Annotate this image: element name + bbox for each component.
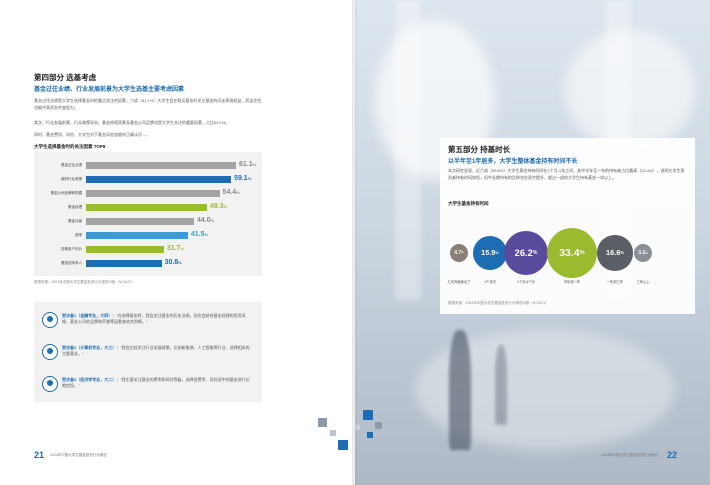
holding-period-card: 第五部分 持基时长 以半年至1年居多，大学生整体基金持有时间不长 本次研究发现，… [440,138,695,314]
background-blur [565,30,695,150]
bar-value-label: 41.5% [190,231,209,238]
paragraph-3: 同时，基金费用、风险、大学生对于基金风险态度的正确认识...。 [34,132,150,137]
bar [86,162,236,169]
factor-bar-chart: 基金过往业绩 61.1% 政府行业政策 59.1% 基金公司品牌和规模 54.4% 基金经理… [34,152,262,276]
holding-bubble: 26.2% [503,230,549,276]
quote-item: 受访者2（计算机专业，大三）：“我会比较关注行业发展前景，比如新能源、人工智能等… [42,342,256,364]
user-avatar-icon [42,312,58,328]
background-person [449,330,471,450]
chart-caption: 大学生选择基金时的关注因素 TOP8 [34,144,106,149]
bar-row: 基金经理 49.3% [34,202,262,212]
user-avatar-icon [42,344,58,360]
quote-text: “在选择基金时，我会关注基金的历史业绩，但也会结合基金经理的投资风格、基金公司的… [62,313,246,324]
holding-bubble: 4.7% [449,243,469,263]
quote-item: 受访者3（经济学专业，大二）：“我主要关注基金的费率和风险等级，选择低费率、风险… [42,374,256,396]
background-column [395,0,421,300]
bar-row: 基金的持有人 30.8% [34,258,262,268]
bar-category-label: 费率 [75,233,82,237]
paragraph: 本次研究发现，近六成（59.6%）大学生基金持有时间在1个月-1年之间，其中半年… [448,168,685,180]
decor-square [318,418,327,427]
decor-square [363,410,373,420]
bar [86,260,162,267]
bar [86,176,232,183]
bar [86,204,208,211]
quote-text: “我会比较关注行业发展前景，比如新能源、人工智能等行业，选择相关的主题基金。” [62,345,250,356]
page-gutter [352,0,358,485]
section-subtitle: 以半年至1年居多，大学生整体基金持有时间不长 [448,159,578,165]
bar-row: 基金公司品牌和规模 54.4% [34,188,262,198]
left-page: 第四部分 选基考虑 基金过往业绩、行业发展前景为大学生选基主要考虑因素 基金过往… [34,73,348,460]
quote-body: 受访者3（经济学专业，大二）：“我主要关注基金的费率和风险等级，选择低费率、风险… [62,377,252,389]
bar-value-label: 49.3% [210,203,228,210]
bar-value-label: 54.4% [222,189,240,196]
decor-square [330,430,336,436]
holding-bubble: 16.6% [597,235,633,271]
paragraph-1: 基金过往业绩是大学生选择基金时的重点关注的因素，六成（61.1%）大学生会在购买… [34,98,262,110]
bubble-category-label: 三年以上 [636,280,650,284]
bubble-category-label: 几天内就卖出了 [447,280,471,284]
holding-bubble: 33.4% [547,228,597,278]
chart-source: 数据来源：2024年中国大学生基金投资行为调查问卷（N=9421） [34,280,135,284]
bar-value-label: 59.1% [234,175,252,182]
bubble-category-label: 1个月内 [484,280,496,284]
bubble-category-label: 半年到一年 [563,280,581,284]
bubble-category-label: 1个月-6个月 [517,280,535,284]
bar-category-label: 基金的持有人 [61,261,82,265]
section-title: 第五部分 持基时长 [448,145,511,154]
quote-body: 受访者1（金融专业，大四）：“在选择基金时，我会关注基金的历史业绩，但也会结合基… [62,313,252,325]
bubble-category-label: 一年到三年 [606,280,624,284]
bar-category-label: 基金公司品牌和规模 [50,191,83,195]
bar-value-label: 44.0% [197,217,215,224]
chart-caption: 大学生基金持有时间 [448,201,489,206]
bar-category-label: 基金过往业绩 [61,163,82,167]
section-title: 第四部分 选基考虑 [34,73,97,82]
bar-value-label: 31.7% [166,245,184,252]
quote-body: 受访者2（计算机专业，大三）：“我会比较关注行业发展前景，比如新能源、人工智能等… [62,345,252,357]
bar-category-label: 政府行业政策 [61,177,82,181]
bar-value-label: 30.8% [164,259,182,266]
bar-row: 政府行业政策 59.1% [34,174,262,184]
interview-quotes: 受访者1（金融专业，大四）：“在选择基金时，我会关注基金的历史业绩，但也会结合基… [34,302,262,402]
bar-row: 费率 41.5% [34,230,262,240]
page-footer: 2024年中国大学生基金投资行为报告 [50,453,107,457]
page-number: 21 [34,450,45,460]
background-person [495,345,507,425]
bar-category-label: 持基用户评价 [61,247,82,251]
page-footer: 2024年中国大学生基金投资行为报告 [601,453,658,457]
bar [86,246,164,253]
quote-text: “我主要关注基金的费率和风险等级，选择低费率、风险适中的基金进行长期定投。” [62,377,250,388]
decor-square [338,440,348,450]
bar-value-label: 61.1% [239,161,257,168]
decor-square [375,422,382,429]
quote-speaker: 受访者1（金融专业，大四）： [62,313,117,318]
section-subtitle: 基金过往业绩、行业发展前景为大学生选基主要考虑因素 [34,87,185,93]
holding-bubble: 3.2% [634,244,652,262]
decor-square [355,425,360,430]
bar-row: 基金评级 44.0% [34,216,262,226]
quote-item: 受访者1（金融专业，大四）：“在选择基金时，我会关注基金的历史业绩，但也会结合基… [42,310,256,332]
paragraph-2: 其次，行业发展前景、行业政策导向、基金经理背景及基金公司品牌也是大学生关注的重要… [34,120,230,125]
right-page: 第五部分 持基时长 以半年至1年居多，大学生整体基金持有时间不长 本次研究发现，… [355,0,710,485]
decor-square [367,432,373,438]
bar-category-label: 基金评级 [68,219,82,223]
bar [86,232,188,239]
chart-source: 数据来源：2024年中国大学生基金投资行为调查问卷（N=9421） [448,301,549,305]
bar [86,190,220,197]
holding-bubble: 15.9% [472,235,508,271]
bar-row: 基金过往业绩 61.1% [34,160,262,170]
page-number: 22 [667,450,678,460]
quote-speaker: 受访者3（经济学专业，大二）： [62,377,121,382]
bar-category-label: 基金经理 [68,205,82,209]
quote-speaker: 受访者2（计算机专业，大三）： [62,345,121,350]
bar [86,218,195,225]
user-avatar-icon [42,376,58,392]
bar-row: 持基用户评价 31.7% [34,244,262,254]
